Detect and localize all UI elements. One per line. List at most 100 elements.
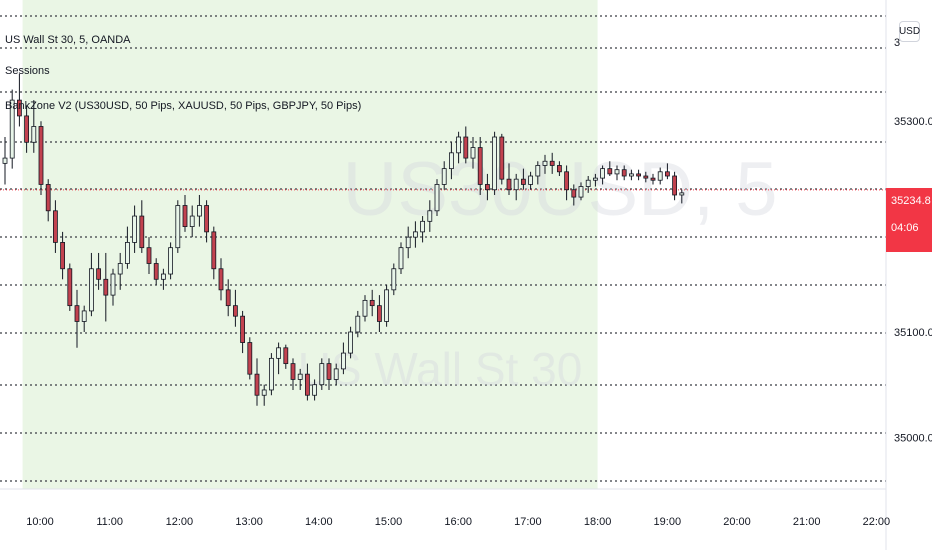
candle bbox=[412, 221, 418, 248]
candle-body-up bbox=[542, 160, 548, 166]
candle-body-down bbox=[60, 242, 65, 270]
candle bbox=[657, 167, 663, 185]
candle bbox=[333, 363, 339, 385]
candle-body-down bbox=[240, 315, 246, 343]
candle-body-up bbox=[362, 299, 368, 317]
candle-body-up bbox=[340, 352, 346, 370]
candle bbox=[600, 165, 605, 185]
candle bbox=[139, 200, 145, 253]
candle bbox=[679, 189, 685, 204]
candle-body-up bbox=[312, 384, 318, 396]
candle-body-down bbox=[499, 136, 505, 180]
candle-body-down bbox=[24, 115, 30, 143]
candle bbox=[232, 289, 238, 327]
candle bbox=[557, 161, 562, 177]
time-tick-label: 14:00 bbox=[305, 516, 333, 528]
candle-body-up bbox=[513, 178, 519, 191]
time-tick-label: 15:00 bbox=[375, 516, 403, 528]
candle bbox=[564, 165, 569, 201]
candle-body-down bbox=[376, 305, 382, 322]
session-highlight bbox=[22, 0, 598, 489]
candle-body-down bbox=[549, 160, 555, 166]
candle-body-down bbox=[225, 289, 231, 307]
candle-body-up bbox=[125, 242, 130, 264]
time-tick-label: 22:00 bbox=[863, 516, 891, 528]
candle-body-down bbox=[326, 363, 332, 380]
candle-body-up bbox=[333, 368, 339, 380]
candle-body-down bbox=[153, 263, 159, 280]
candle bbox=[470, 137, 476, 169]
bankzone-indicator-legend[interactable]: BankZone V2 (US30USD, 50 Pips, XAUUSD, 5… bbox=[5, 100, 362, 112]
candle-body-up bbox=[528, 175, 533, 185]
candle bbox=[182, 194, 188, 232]
candle-body-down bbox=[139, 215, 145, 249]
symbol-legend[interactable]: US Wall St 30, 5, OANDA bbox=[5, 34, 131, 46]
candle bbox=[528, 171, 533, 190]
candle-body-up bbox=[448, 152, 454, 170]
candle-body-up bbox=[629, 173, 634, 177]
candle bbox=[621, 165, 627, 181]
candle-body-down bbox=[283, 347, 289, 365]
currency-button[interactable]: USD bbox=[899, 21, 920, 42]
candle-body-down bbox=[211, 231, 217, 270]
price-tick-label: 35100.0 bbox=[894, 327, 932, 339]
time-tick-label: 13:00 bbox=[235, 516, 263, 528]
candle bbox=[362, 295, 368, 322]
time-tick-label: 21:00 bbox=[793, 516, 821, 528]
candle-body-down bbox=[146, 247, 152, 264]
candle-body-up bbox=[470, 147, 476, 159]
candle-body-up bbox=[261, 389, 267, 396]
time-tick-label: 12:00 bbox=[166, 516, 194, 528]
candle-body-up bbox=[31, 126, 37, 143]
watermark-name: US Wall St 30 bbox=[298, 343, 583, 395]
candle-body-up bbox=[297, 373, 303, 380]
candle-body-down bbox=[463, 136, 469, 159]
candle bbox=[477, 137, 483, 195]
candle bbox=[348, 326, 354, 359]
time-tick-label: 20:00 bbox=[723, 516, 751, 528]
price-tick-label: 35000.0 bbox=[894, 432, 932, 444]
candle-body-up bbox=[535, 165, 541, 177]
candle bbox=[340, 342, 346, 375]
candle bbox=[434, 179, 440, 217]
candle bbox=[96, 252, 101, 290]
candle bbox=[261, 384, 267, 406]
candle-body-up bbox=[268, 357, 274, 391]
candle-body-down bbox=[182, 205, 188, 228]
candle-body-up bbox=[427, 210, 433, 222]
candle bbox=[326, 358, 332, 390]
candle bbox=[125, 226, 130, 269]
candle-body-down bbox=[290, 363, 296, 380]
candle-body-up bbox=[132, 215, 138, 243]
candle-body-down bbox=[621, 169, 627, 177]
candle bbox=[247, 337, 253, 380]
candle-body-up bbox=[398, 247, 404, 270]
candle-body-down bbox=[643, 175, 649, 179]
candle-body-down bbox=[74, 305, 80, 322]
candle bbox=[254, 358, 260, 406]
candle bbox=[74, 289, 80, 348]
time-tick-label: 10:00 bbox=[26, 516, 54, 528]
time-tick-label: 11:00 bbox=[96, 516, 123, 528]
candle-body-down bbox=[484, 184, 490, 191]
candle-body-up bbox=[456, 136, 462, 154]
price-axis[interactable]: 35000.0 35100.0 35300.0 3 bbox=[894, 37, 932, 444]
candle bbox=[38, 121, 44, 195]
candle bbox=[67, 263, 73, 311]
time-axis[interactable]: 10:00 11:00 12:00 13:00 14:00 15:00 16:00 17:00… bbox=[26, 516, 932, 528]
watermark-symbol: US30USD, 5 bbox=[342, 147, 777, 232]
candle bbox=[175, 200, 181, 253]
candle bbox=[499, 133, 505, 185]
candle bbox=[384, 284, 390, 327]
candle-body-up bbox=[355, 315, 361, 333]
candle bbox=[369, 289, 375, 317]
candle bbox=[513, 173, 519, 201]
candle bbox=[535, 161, 541, 185]
candle bbox=[211, 226, 217, 280]
candle-body-down bbox=[665, 171, 670, 177]
sessions-indicator-legend[interactable]: Sessions bbox=[5, 65, 50, 77]
candle-body-down bbox=[672, 175, 677, 196]
candle bbox=[391, 263, 397, 296]
candle bbox=[45, 179, 51, 222]
